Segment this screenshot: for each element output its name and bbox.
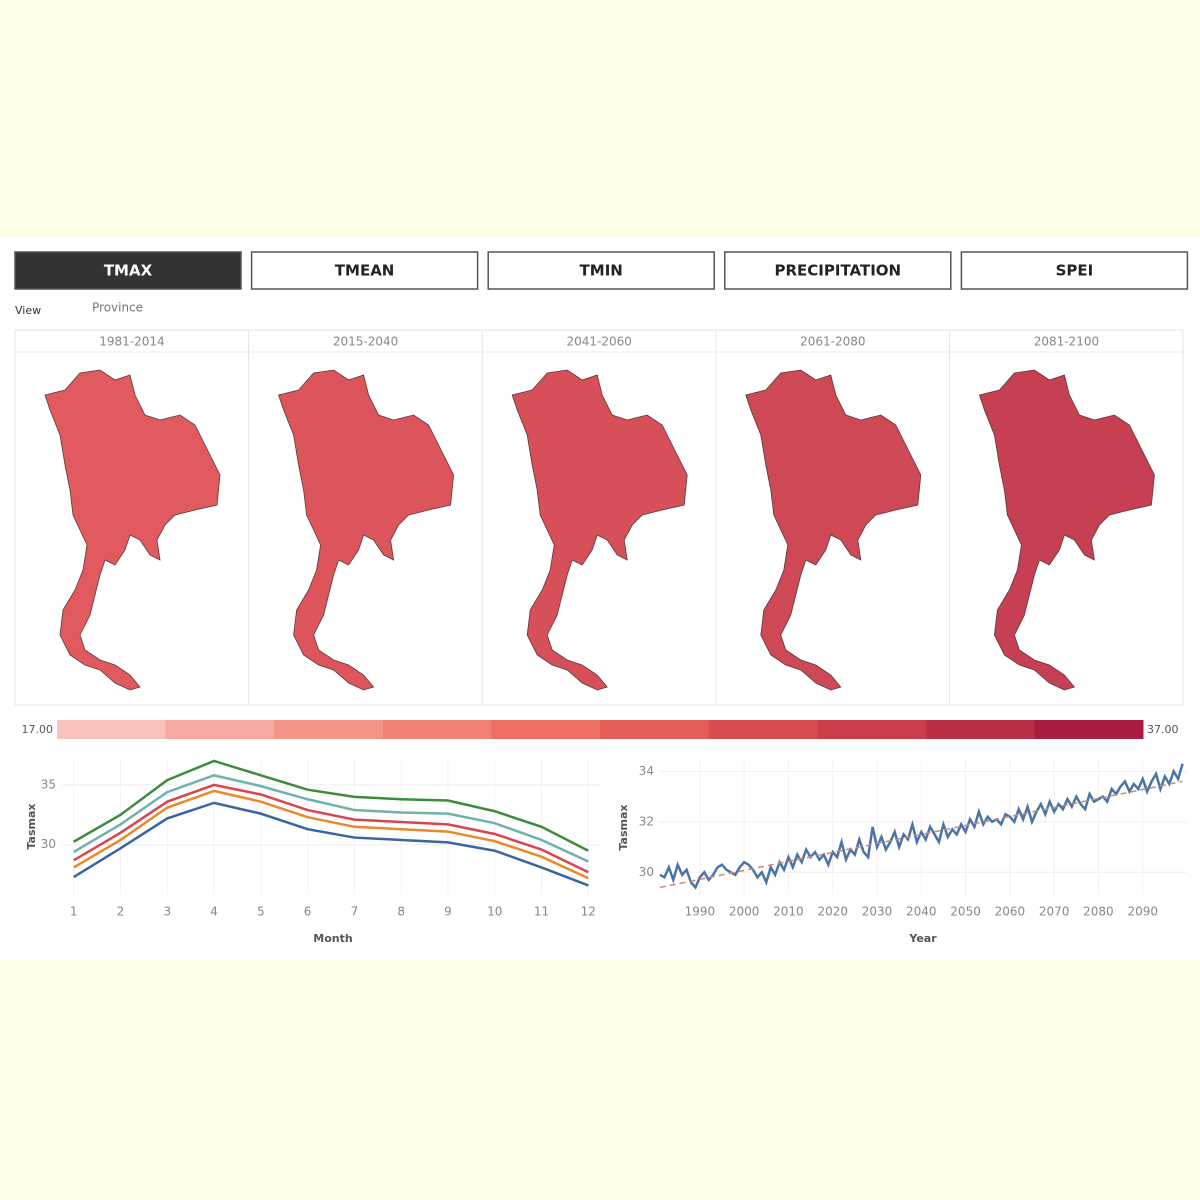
- tab-label[interactable]: PRECIPITATION: [775, 262, 902, 280]
- legend-step: [274, 720, 384, 739]
- legend-step: [491, 720, 601, 739]
- map-frame: [14, 329, 1184, 706]
- x-axis-label: Month: [313, 932, 352, 945]
- trend-line: [659, 780, 1183, 889]
- x-tick-label: 12: [581, 905, 596, 919]
- tab-label[interactable]: TMIN: [580, 262, 623, 280]
- y-tick-label: 35: [41, 777, 56, 791]
- x-tick-label: 1: [70, 905, 78, 919]
- map-period: 2041-2060: [566, 335, 631, 349]
- map-period: 1981-2014: [99, 335, 164, 349]
- x-tick-label: 3: [163, 905, 171, 919]
- tab-label[interactable]: SPEI: [1056, 262, 1094, 280]
- x-tick-label: 11: [534, 905, 549, 919]
- legend-step: [708, 720, 818, 739]
- x-tick-label: 2030: [862, 905, 893, 919]
- map-period: 2015-2040: [333, 335, 398, 349]
- x-tick-label: 10: [487, 905, 502, 919]
- legend-step: [57, 720, 167, 739]
- x-tick-label: 1990: [685, 905, 716, 919]
- data-line: [73, 783, 589, 874]
- x-tick-label: 2010: [773, 905, 804, 919]
- data-line: [73, 801, 589, 887]
- x-tick-label: 5: [257, 905, 265, 919]
- data-line: [73, 774, 589, 863]
- data-line: [659, 763, 1184, 890]
- x-tick-label: 9: [444, 905, 452, 919]
- x-tick-label: 4: [210, 905, 218, 919]
- y-axis-label: Tasmax: [25, 803, 38, 849]
- view-label: View: [15, 304, 41, 317]
- x-tick-label: 7: [351, 905, 359, 919]
- legend-step: [1034, 720, 1144, 739]
- tab[interactable]: [250, 251, 479, 290]
- x-axis-label: Year: [908, 932, 937, 945]
- y-tick-label: 34: [639, 764, 654, 778]
- map-period: 2061-2080: [800, 335, 865, 349]
- legend-step: [165, 720, 275, 739]
- dashboard-panel: [0, 238, 1200, 960]
- legend-step: [817, 720, 927, 739]
- y-tick-label: 32: [639, 814, 654, 828]
- tab[interactable]: [724, 251, 952, 290]
- legend-step: [600, 720, 710, 739]
- x-tick-label: 2: [117, 905, 125, 919]
- tab-label[interactable]: TMAX: [104, 262, 153, 280]
- map-period: 2081-2100: [1034, 335, 1099, 349]
- x-tick-label: 2040: [906, 905, 937, 919]
- x-tick-label: 6: [304, 905, 312, 919]
- x-tick-label: 2090: [1127, 905, 1158, 919]
- y-axis-label: Tasmax: [617, 804, 630, 850]
- x-tick-label: 2060: [995, 905, 1026, 919]
- x-tick-label: 2070: [1039, 905, 1070, 919]
- tab-label[interactable]: TMEAN: [335, 262, 395, 280]
- tab[interactable]: [14, 251, 242, 290]
- y-tick-label: 30: [639, 865, 654, 879]
- legend-step: [382, 720, 492, 739]
- data-line: [73, 759, 589, 852]
- x-tick-label: 2020: [817, 905, 848, 919]
- y-tick-label: 30: [41, 837, 56, 851]
- x-tick-label: 2000: [729, 905, 760, 919]
- legend-min: 17.00: [22, 723, 54, 736]
- data-line: [73, 789, 589, 880]
- view-value[interactable]: Province: [92, 301, 143, 315]
- legend-step: [925, 720, 1035, 739]
- tab[interactable]: [487, 251, 715, 290]
- content: TMAX TMEAN TMIN PRECIPITATION SPEI 1981-2014 2…: [14, 251, 1189, 945]
- x-tick-label: 2050: [950, 905, 981, 919]
- legend-max: 37.00: [1147, 723, 1179, 736]
- x-tick-label: 8: [397, 905, 405, 919]
- tab[interactable]: [960, 251, 1189, 290]
- x-tick-label: 2080: [1083, 905, 1114, 919]
